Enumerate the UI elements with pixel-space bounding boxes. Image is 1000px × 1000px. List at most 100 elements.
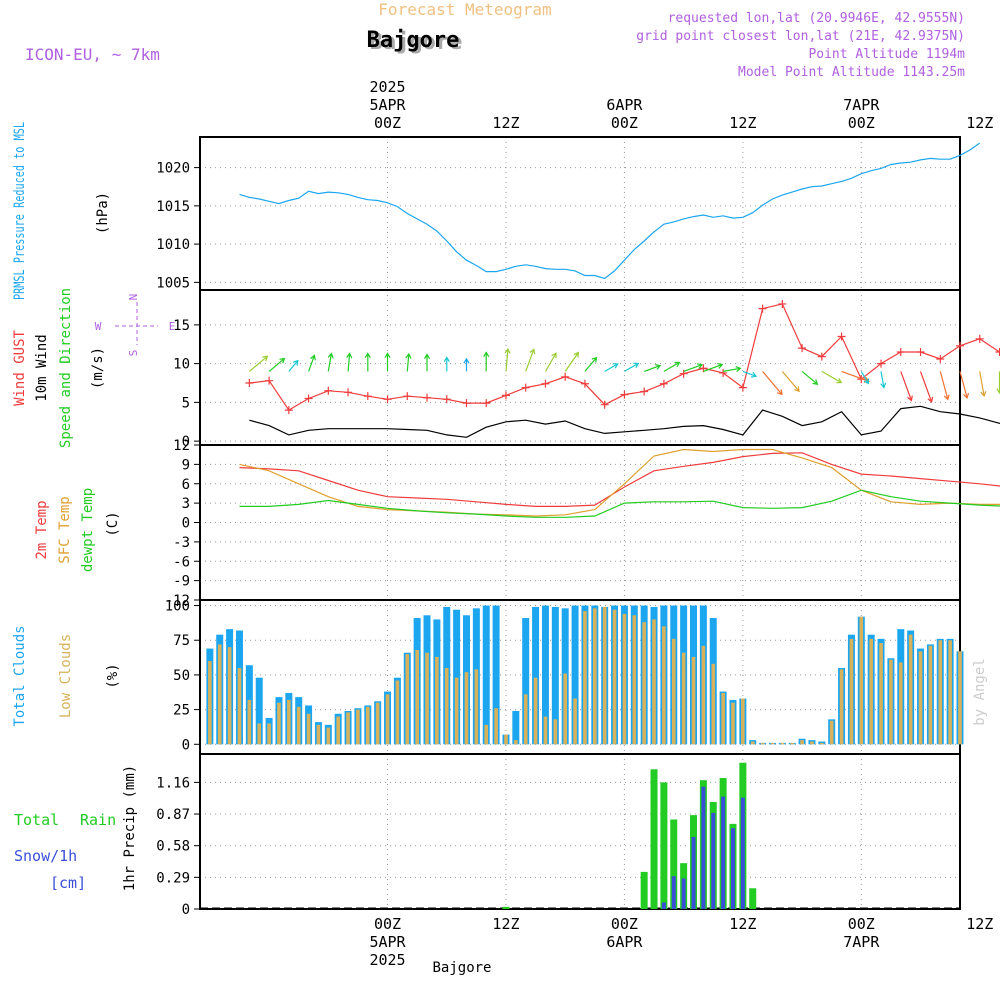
- y-tick-label: 0: [182, 516, 190, 532]
- low-cloud-bar: [829, 720, 834, 745]
- y-tick-label: 1.16: [156, 775, 190, 791]
- y-tick-label: 12: [173, 438, 190, 454]
- bottom-day-label: 7APR: [843, 933, 880, 951]
- temperature-y-axis: -12 -9 -6 -3 0 3 6 9 12: [165, 438, 200, 609]
- low-cloud-bar: [514, 740, 518, 745]
- top-hour-label: 12Z: [966, 114, 993, 132]
- y-tick-label: 0.58: [156, 839, 190, 855]
- gust-marker: [778, 299, 787, 308]
- low-cloud-bar: [810, 741, 814, 745]
- wind-arrow: [584, 356, 598, 372]
- low-cloud-bar: [918, 651, 923, 745]
- low-cloud-bar: [583, 611, 587, 745]
- top-day-label: 6APR: [606, 96, 643, 114]
- low-cloud-bar: [612, 609, 617, 745]
- top-day-label: 7APR: [843, 96, 880, 114]
- gust-marker: [956, 341, 964, 350]
- y-tick-label: 50: [173, 668, 190, 684]
- y-tick-label: 0.29: [156, 870, 190, 886]
- wind-arrow: [405, 352, 412, 372]
- wind-10m-legend: 10m Wind: [34, 334, 50, 401]
- clouds-y-label: (%): [105, 663, 121, 688]
- bottom-hour-label: 00Z: [374, 915, 401, 933]
- model-label: ICON-EU, ~ 7km: [25, 45, 160, 64]
- pressure-legend-short: PRMSL Pressure Reduced to MSL: [12, 122, 28, 300]
- wind-arrow: [463, 357, 470, 372]
- bottom-year-label: 2025: [369, 951, 405, 969]
- low-cloud-bar: [435, 656, 439, 745]
- wind-arrow: [959, 371, 970, 400]
- low-cloud-bar: [790, 742, 795, 745]
- total-cloud-bar: [492, 605, 500, 745]
- wind-arrow: [722, 366, 742, 373]
- low-cloud-bar: [889, 659, 893, 745]
- bottom-hour-label: 00Z: [611, 915, 638, 933]
- snow-bar: [671, 876, 676, 909]
- gust-marker: [482, 399, 491, 408]
- snow-bar: [711, 812, 716, 909]
- wind-direction-arrows: [249, 347, 1000, 404]
- bottom-day-label: 6APR: [606, 933, 643, 951]
- low-cloud-bar: [277, 702, 281, 745]
- low-cloud-bar: [563, 673, 567, 745]
- wind-arrow: [443, 356, 450, 372]
- clouds-y-axis: 0 25 50 75 100: [165, 599, 200, 753]
- low-cloud-bar: [484, 724, 489, 745]
- low-cloud-bar: [287, 699, 291, 745]
- low-cloud-bar: [296, 706, 301, 745]
- snow-bar: [691, 836, 696, 909]
- temp-dewpt-line: [239, 489, 1000, 518]
- low-cloud-bar: [208, 661, 212, 745]
- y-tick-label: 5: [182, 395, 190, 411]
- pressure-y-label: (hPa): [95, 192, 111, 234]
- point-altitude: Point Altitude 1194m: [808, 47, 965, 62]
- top-year-label: 2025: [369, 78, 405, 96]
- temperature-grid: [199, 444, 961, 601]
- low-cloud-bar: [938, 640, 943, 745]
- gust-marker: [837, 332, 846, 341]
- gust-marker: [403, 392, 412, 401]
- low-cloud-bar: [346, 712, 350, 745]
- precip-grid: [199, 753, 961, 910]
- low-cloud-bar: [681, 652, 686, 745]
- y-tick-label: 10: [173, 357, 190, 373]
- low-cloud-bar: [948, 640, 952, 745]
- low-cloud-bar: [395, 680, 400, 745]
- temp-dewpt-legend: dewpt Temp: [80, 488, 96, 572]
- rain-bar: [670, 819, 678, 909]
- low-cloud-bar: [326, 727, 331, 745]
- snow-bar: [681, 878, 686, 909]
- wind-arrow: [308, 354, 316, 372]
- bottom-hour-label: 00Z: [848, 915, 875, 933]
- gust-marker: [817, 352, 826, 361]
- wind-arrow: [268, 357, 286, 372]
- low-cloud-bar: [306, 713, 311, 745]
- y-tick-label: 0.87: [156, 807, 190, 823]
- gust-marker: [758, 304, 767, 313]
- low-cloud-bar: [227, 647, 232, 745]
- low-cloud-bar: [760, 742, 765, 745]
- low-cloud-bar: [247, 699, 252, 745]
- total-cloud-bar: [551, 606, 559, 745]
- y-tick-label: 6: [182, 477, 190, 493]
- rain-bar: [749, 888, 757, 909]
- wind-arrow: [504, 347, 511, 372]
- wind-arrow: [801, 370, 819, 385]
- low-cloud-bar: [602, 606, 607, 745]
- low-cloud-bar: [958, 651, 962, 745]
- gust-marker: [265, 376, 274, 385]
- low-cloud-bar: [721, 692, 725, 745]
- wind-arrow: [762, 371, 783, 396]
- total-cloud-bar: [522, 618, 530, 745]
- low-cloud-bar: [780, 742, 785, 745]
- precip-panel: 0 0.29 0.58 0.87 1.16 Total Rain Snow/1h [cm…: [14, 753, 961, 918]
- top-day-label: 5APR: [369, 96, 406, 114]
- pressure-panel: 1005 1010 1015 1020 PRMSL Pressure Reduced …: [12, 122, 981, 300]
- low-clouds-legend: Low Clouds: [58, 634, 74, 718]
- total-cloud-bar: [255, 677, 263, 745]
- wind-arrow: [544, 352, 557, 372]
- low-cloud-bar: [859, 616, 864, 745]
- wind-arrow: [327, 352, 334, 372]
